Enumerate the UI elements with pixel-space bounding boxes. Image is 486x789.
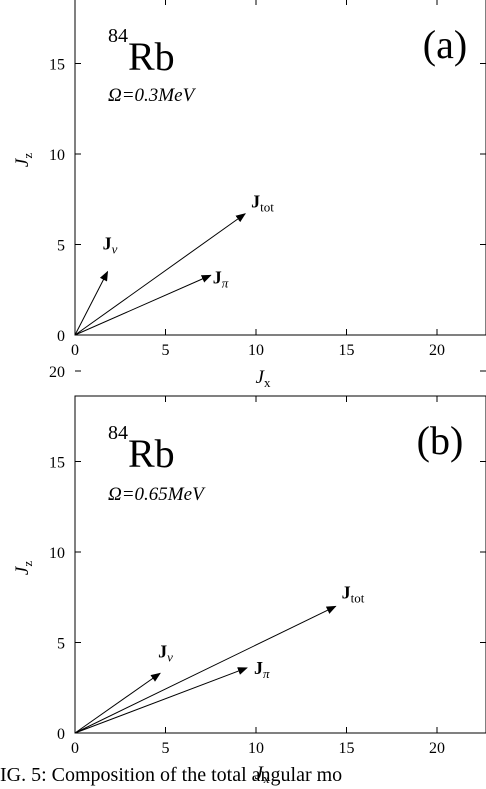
vector-label-main: J <box>342 582 351 602</box>
vector-label-tot: Jtot <box>251 192 274 215</box>
y-axis-label-main: J <box>12 565 33 575</box>
y-axis-label-sub: z <box>20 153 35 159</box>
vector-label-main: J <box>213 267 222 287</box>
x-tick-label: 5 <box>162 740 170 757</box>
vector-arrow-ν <box>74 270 109 336</box>
y-axis-label-sub: z <box>20 561 35 567</box>
y-tick-label: 5 <box>57 636 65 653</box>
x-axis-label-sub: x <box>263 771 270 786</box>
x-tick-label: 20 <box>429 342 445 359</box>
panel-label: (b) <box>417 418 464 463</box>
omega-label: Ω=0.3MeV <box>108 85 197 106</box>
element-symbol: Rb <box>128 34 175 79</box>
x-tick-label: 0 <box>71 740 79 757</box>
vector-label-ν: Jν <box>158 641 173 664</box>
vector-label-sub: π <box>263 666 270 681</box>
x-tick-label: 10 <box>248 342 264 359</box>
x-axis-label: Jx <box>255 763 270 786</box>
vector-label-π: Jπ <box>213 267 229 290</box>
vector-label-sub: tot <box>260 200 274 215</box>
y-tick-label: 0 <box>57 726 65 743</box>
nucleus-label: 84Rb <box>108 25 175 79</box>
vector-arrow-tot <box>74 605 337 734</box>
x-axis-label-main: J <box>255 763 265 784</box>
vector-label-π: Jπ <box>254 658 270 681</box>
y-tick-label: 20 <box>49 364 65 381</box>
vector-arrow-π <box>74 274 212 336</box>
vector-label-main: J <box>158 641 167 661</box>
y-tick-label: 5 <box>57 238 65 255</box>
vector-arrow-tot <box>74 213 246 336</box>
y-ticks: 0 5 10 15 20 <box>49 364 486 743</box>
vector-arrow-π <box>74 667 248 734</box>
x-ticks: 0 5 10 15 20 <box>71 396 445 757</box>
x-axis-label-sub: x <box>264 375 271 390</box>
y-tick-label: 0 <box>57 328 65 345</box>
plot-frame <box>74 395 486 734</box>
vector-label-sub: ν <box>112 242 118 257</box>
x-tick-label: 0 <box>71 342 79 359</box>
mass-number: 84 <box>108 422 128 444</box>
plot-frame <box>74 0 486 336</box>
vector-label-sub: π <box>222 275 229 290</box>
vector-label-ν: Jν <box>103 234 118 257</box>
x-axis-label-main: J <box>256 367 266 388</box>
element-symbol: Rb <box>128 431 175 476</box>
x-tick-label: 15 <box>339 740 355 757</box>
vector-label-main: J <box>254 658 263 678</box>
vector-arrow-ν <box>74 672 161 734</box>
x-axis-label: Jx <box>256 367 271 390</box>
y-axis-label: Jz <box>12 561 35 575</box>
vector-label-sub: tot <box>351 590 365 605</box>
y-axis-label: Jz <box>12 153 35 167</box>
x-tick-label: 20 <box>429 740 445 757</box>
x-tick-label: 15 <box>339 342 355 359</box>
omega-label: Ω=0.65MeV <box>108 484 206 505</box>
y-tick-label: 10 <box>49 147 65 164</box>
panel-label: (a) <box>423 22 467 67</box>
vector-label-main: J <box>103 234 112 254</box>
y-tick-label: 10 <box>49 545 65 562</box>
vector-label-tot: Jtot <box>342 582 365 605</box>
y-tick-label: 15 <box>49 455 65 472</box>
nucleus-label: 84Rb <box>108 422 175 476</box>
y-axis-label-main: J <box>12 157 33 167</box>
x-tick-label: 5 <box>162 342 170 359</box>
x-tick-label: 10 <box>248 740 264 757</box>
mass-number: 84 <box>108 25 128 47</box>
vector-label-sub: ν <box>167 649 173 664</box>
x-ticks: 0 5 10 15 20 <box>71 0 445 359</box>
vector-label-main: J <box>251 192 260 212</box>
figure-caption: IG. 5: Composition of the total angular … <box>0 764 343 786</box>
y-tick-label: 15 <box>49 57 65 74</box>
